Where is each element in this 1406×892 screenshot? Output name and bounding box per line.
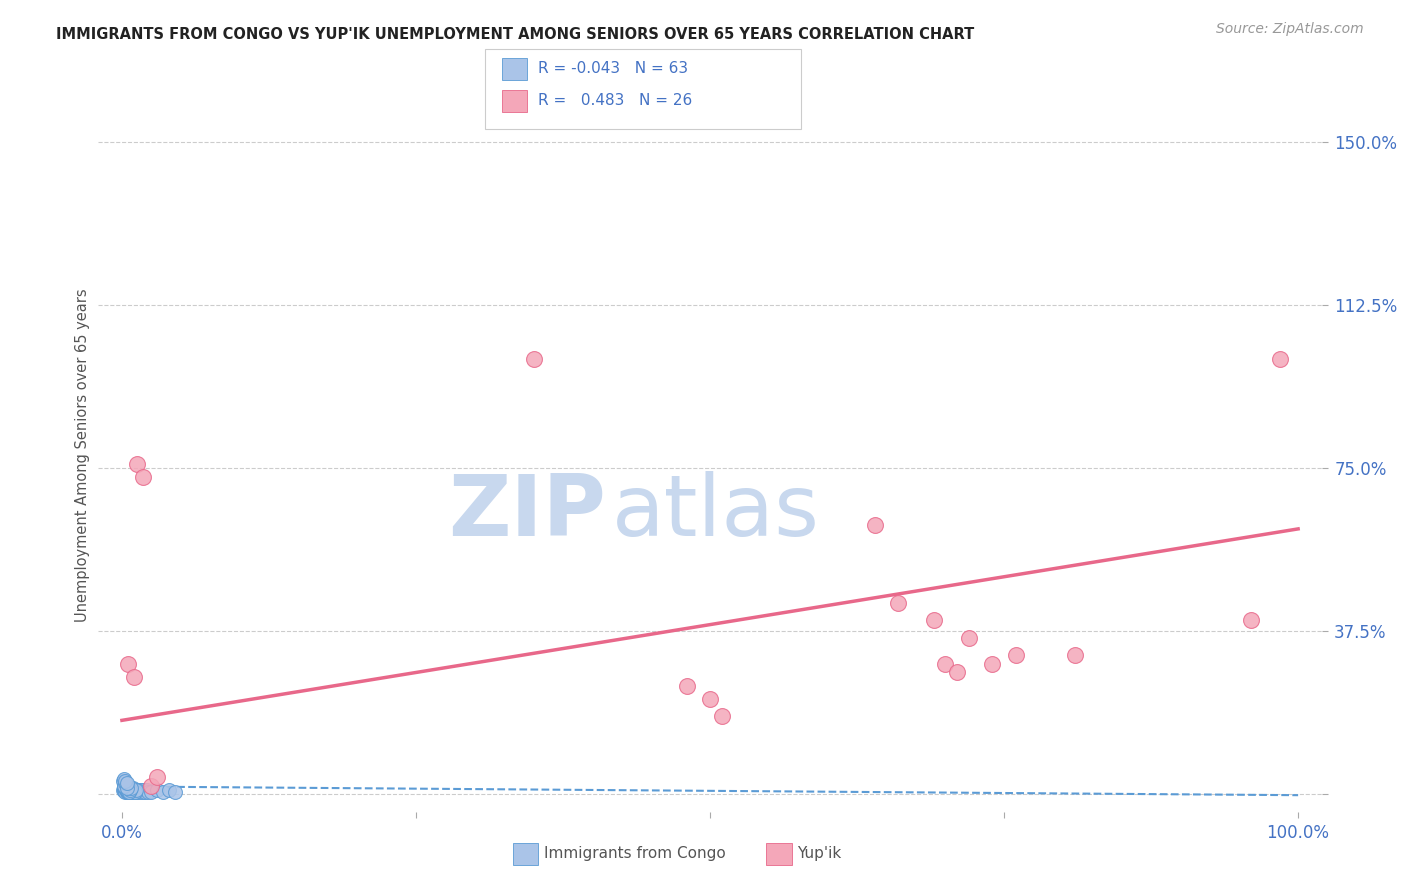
Point [117,785,139,799]
Point [120,783,142,797]
Point [132,469,155,483]
Point [887,596,910,610]
Point [957,631,980,645]
Point [136,785,159,799]
Point [115,783,138,797]
Point [115,783,138,797]
Point [124,783,146,797]
Point [141,779,163,793]
Point [120,785,142,799]
Point [122,785,145,799]
Point [125,785,148,799]
Point [112,784,135,798]
Point [523,352,546,367]
Y-axis label: Unemployment Among Seniors over 65 years: Unemployment Among Seniors over 65 years [75,288,90,622]
Point [114,774,136,789]
Point [114,780,136,795]
Text: IMMIGRANTS FROM CONGO VS YUP'IK UNEMPLOYMENT AMONG SENIORS OVER 65 YEARS CORRELA: IMMIGRANTS FROM CONGO VS YUP'IK UNEMPLOY… [56,27,974,42]
Text: Immigrants from Congo: Immigrants from Congo [544,847,725,861]
Point [146,770,169,784]
Point [152,785,174,799]
Point [117,780,139,795]
Point [112,774,135,789]
Point [122,783,145,797]
Point [114,776,136,790]
Point [122,783,145,797]
Text: Source: ZipAtlas.com: Source: ZipAtlas.com [1216,22,1364,37]
Point [112,779,135,793]
Point [981,657,1004,671]
Point [124,785,146,799]
Point [128,783,150,797]
Point [129,785,152,799]
Point [1063,648,1085,662]
Point [117,785,139,799]
Point [1004,648,1026,662]
Point [934,657,956,671]
Point [112,783,135,797]
Point [114,780,136,795]
Point [114,783,136,797]
Point [125,783,148,797]
Point [134,783,156,797]
Point [120,785,142,799]
Point [1240,613,1263,627]
Point [120,783,142,797]
Point [115,776,138,790]
Point [118,783,141,797]
Text: atlas: atlas [612,470,820,554]
Point [120,783,142,797]
Point [112,779,135,793]
Point [863,517,886,532]
Point [115,783,138,797]
Point [127,785,149,799]
Point [115,785,138,799]
Point [135,783,157,797]
Point [127,457,149,471]
Text: ZIP: ZIP [449,470,606,554]
Point [121,785,143,799]
Point [115,780,138,795]
Point [127,783,149,797]
Point [699,691,721,706]
Text: Yup'ik: Yup'ik [797,847,841,861]
Point [112,772,135,786]
Point [146,783,169,797]
Point [117,779,139,793]
Point [114,785,136,799]
Point [710,709,733,723]
Point [922,613,945,627]
Point [120,780,142,795]
Point [112,780,135,795]
Point [946,665,969,680]
Point [115,783,138,797]
Point [118,783,141,797]
Point [131,783,153,797]
Point [157,783,180,797]
Point [117,783,139,797]
Point [121,780,143,795]
Point [1270,352,1292,367]
Point [132,785,155,799]
Point [134,785,156,799]
Point [118,785,141,799]
Text: R =   0.483   N = 26: R = 0.483 N = 26 [538,94,693,108]
Point [141,785,163,799]
Point [122,670,145,684]
Point [120,780,142,795]
Point [114,780,136,795]
Point [120,783,142,797]
Point [118,785,141,799]
Point [163,785,186,799]
Point [675,679,697,693]
Text: R = -0.043   N = 63: R = -0.043 N = 63 [538,62,689,76]
Point [112,776,135,790]
Point [117,657,139,671]
